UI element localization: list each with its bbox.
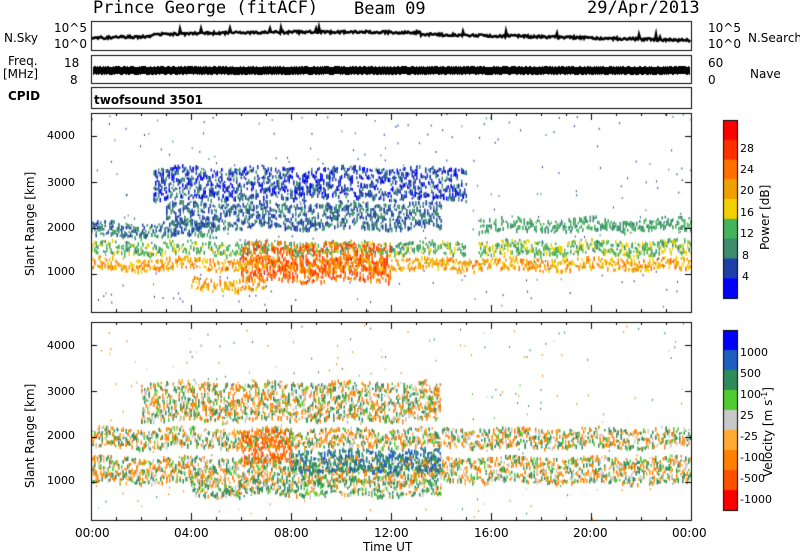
velocity-cbar-tick-m1000: -1000 [740, 493, 772, 506]
freq-label: Freq. [8, 54, 38, 68]
cpid-label: CPID [8, 89, 41, 103]
velocity-ytick-3000: 3000 [47, 385, 75, 398]
velocity-cbar-tick-1000: 1000 [740, 346, 768, 359]
station-title: Prince George (fitACF) [93, 0, 319, 18]
power-ytick-2000: 2000 [47, 221, 75, 234]
xtick-0000: 00:00 [75, 526, 110, 540]
nave-tick-bottom: 0 [708, 73, 716, 87]
power-cbar-tick-8: 8 [742, 249, 749, 262]
velocity-y-axis-label: Slant Range [km] [23, 383, 37, 488]
xtick-0800: 08:00 [274, 526, 309, 540]
freq-tick-bottom: 8 [70, 73, 78, 87]
velocity-cbar-tick-m500: -500 [740, 472, 765, 485]
power-ytick-4000: 4000 [47, 129, 75, 142]
power-cbar-tick-28: 28 [740, 142, 754, 155]
xtick-2400: 00:00 [672, 526, 707, 540]
velocity-cbar-tick-m25: -25 [740, 430, 758, 443]
nave-label: Nave [750, 67, 781, 81]
power-cbar-tick-16: 16 [740, 206, 754, 219]
freq-tick-top: 18 [64, 56, 80, 70]
power-colorbar-label: Power [dB] [758, 184, 772, 250]
noise-ytick-bottom: 10^0 [54, 37, 87, 51]
power-cbar-tick-24: 24 [740, 163, 754, 176]
velocity-cbar-tick-100: 100 [740, 388, 761, 401]
xtick-1600: 16:00 [474, 526, 509, 540]
x-axis-label: Time UT [363, 540, 413, 554]
velocity-ytick-4000: 4000 [47, 339, 75, 352]
velocity-cbar-tick-500: 500 [740, 367, 761, 380]
cpid-value: twofsound 3501 [94, 93, 203, 107]
noise-search-label: N.Search [748, 31, 800, 45]
power-ytick-1000: 1000 [47, 265, 75, 278]
power-ytick-3000: 3000 [47, 176, 75, 189]
power-cbar-tick-4: 4 [742, 270, 749, 283]
noise-sky-label: N.Sky [4, 31, 39, 45]
noise-ytick-top: 10^5 [54, 21, 87, 35]
xtick-2000: 20:00 [573, 526, 608, 540]
velocity-ytick-1000: 1000 [47, 474, 75, 487]
power-y-axis-label: Slant Range [km] [23, 171, 37, 276]
velocity-cbar-tick-m100: -100 [740, 451, 765, 464]
xtick-1200: 12:00 [374, 526, 409, 540]
power-cbar-tick-12: 12 [740, 227, 754, 240]
xtick-0400: 04:00 [174, 526, 209, 540]
power-cbar-tick-20: 20 [740, 184, 754, 197]
date-title: 29/Apr/2013 [587, 0, 700, 18]
noise-ytick-bottom-right: 10^0 [708, 37, 741, 51]
velocity-cbar-tick-25: 25 [740, 409, 754, 422]
velocity-ytick-2000: 2000 [47, 429, 75, 442]
beam-title: Beam 09 [354, 0, 426, 19]
nave-tick-top: 60 [708, 56, 724, 70]
freq-unit-label: [MHz] [3, 67, 39, 81]
noise-ytick-top-right: 10^5 [708, 21, 741, 35]
